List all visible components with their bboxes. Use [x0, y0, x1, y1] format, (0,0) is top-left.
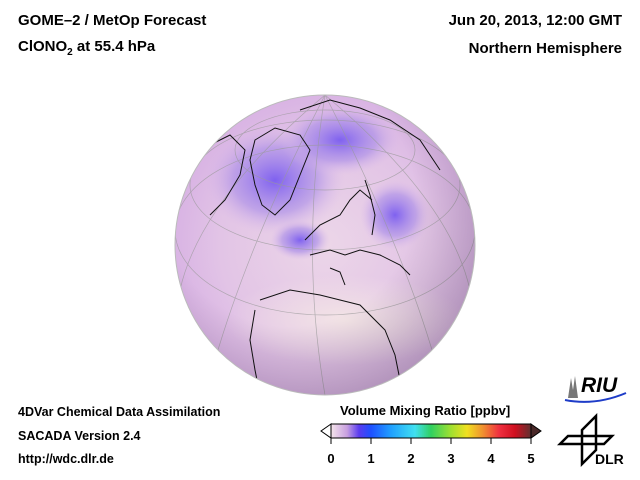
colorbar-title: Volume Mixing Ratio [ppbv]	[340, 403, 511, 418]
colorbar-gradient	[330, 423, 532, 439]
footer-method: 4DVar Chemical Data Assimilation	[18, 405, 221, 419]
species-level: at 55.4 hPa	[72, 38, 156, 55]
riu-logo-text: RIU	[581, 374, 618, 397]
footer-version: SACADA Version 2.4	[18, 429, 141, 443]
colorbar-tick-label: 5	[527, 451, 535, 466]
colorbar-tick-label: 2	[407, 451, 415, 466]
colorbar-tick-label: 0	[327, 451, 335, 466]
colorbar	[320, 423, 542, 444]
dlr-logo-text: DLR	[595, 451, 624, 467]
dlr-logo	[556, 412, 616, 468]
product-title: GOME–2 / MetOp Forecast	[18, 12, 207, 29]
species-label: ClONO2 at 55.4 hPa	[18, 38, 155, 58]
footer-url[interactable]: http://wdc.dlr.de	[18, 452, 114, 466]
colorbar-under-arrow	[320, 423, 332, 439]
forecast-datetime: Jun 20, 2013, 12:00 GMT	[448, 12, 622, 29]
region-label: Northern Hemisphere	[468, 40, 622, 57]
riu-logo	[564, 376, 627, 403]
colorbar-over-arrow	[530, 423, 542, 439]
colorbar-tick-label: 4	[487, 451, 495, 466]
colorbar-tick-label: 3	[447, 451, 455, 466]
species-name: ClONO	[18, 38, 68, 55]
globe-outline	[174, 94, 476, 396]
colorbar-tick-label: 1	[367, 451, 375, 466]
species-subscript: 2	[67, 47, 73, 58]
